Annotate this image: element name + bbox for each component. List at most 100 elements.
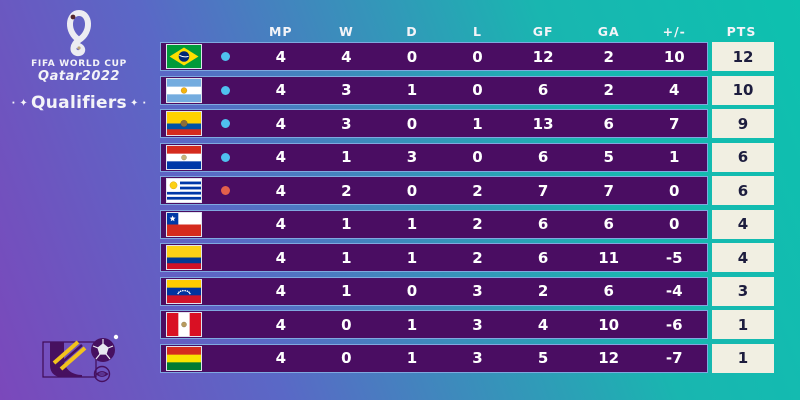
stat-w: 1	[341, 148, 352, 166]
flag-colombia-icon	[166, 245, 202, 270]
qualification-dot-cell	[202, 152, 248, 162]
table-header-columns: MP W D L GF GA +/-	[248, 24, 707, 39]
stat-gf: 2	[537, 282, 549, 300]
points-cell: 10	[712, 75, 774, 105]
stats-cells: 4 1 1 2 6 11 -5	[248, 244, 707, 271]
stats-cells: 4 3 0 1 13 6 7	[248, 110, 707, 137]
stat-gf: 7	[537, 181, 549, 200]
stat-d: 1	[406, 315, 418, 334]
stat-ga: 10	[598, 315, 620, 334]
table-header: MP W D L GF GA +/- PTS	[160, 22, 776, 40]
stat-gd: -5	[665, 248, 683, 267]
column-header-mp: MP	[268, 23, 293, 39]
stat-mp: 4	[275, 215, 286, 233]
stat-l: 2	[472, 181, 483, 200]
stat-gd: -7	[665, 349, 683, 367]
stat-w: 0	[341, 315, 352, 334]
points-cell: 6	[712, 142, 774, 172]
stats-cells: 4 4 0 0 12 2 10	[248, 43, 707, 70]
stat-d: 0	[406, 47, 418, 66]
stat-mp: 4	[275, 248, 286, 267]
column-header-gf: GF	[532, 23, 554, 39]
points-cell: 6	[712, 176, 774, 205]
table-row-uruguay: 4 2 0 2 7 7 0 6	[160, 176, 776, 205]
stat-l: 3	[472, 315, 483, 334]
qualification-dot-cell	[202, 52, 248, 61]
table-row-chile: 4 1 1 2 6 6 0 4	[160, 209, 776, 239]
stat-mp: 4	[275, 181, 286, 200]
stat-w: 4	[341, 47, 352, 66]
qualifiers-title: · ✦ Qualifiers ✦ ·	[0, 93, 158, 113]
stat-mp: 4	[275, 114, 286, 133]
column-header-ga: GA	[597, 23, 620, 39]
qualification-dot	[220, 85, 230, 95]
stat-l: 0	[472, 148, 483, 166]
stat-gd: -6	[665, 315, 683, 334]
flag-venezuela-icon	[166, 278, 202, 304]
stat-gd: 0	[669, 181, 680, 200]
qualifiers-label: Qualifiers	[31, 93, 127, 113]
table-row-brazil: 4 4 0 0 12 2 10 12	[160, 42, 776, 71]
table-rows: 4 4 0 0 12 2 10 12 4 3 1 0 6 2 4 10 4 3 0 1 13 6 7 9 4 1 3 0 6 5 1 6 4 2 0…	[160, 42, 776, 373]
decor-diamond-left: · ✦	[11, 98, 29, 109]
stat-d: 0	[406, 114, 418, 133]
qualification-dot	[220, 119, 230, 128]
row-main: 4 0 1 3 5 12 -7	[160, 343, 708, 373]
stat-gd: 4	[669, 81, 680, 99]
stat-w: 1	[341, 282, 352, 300]
row-main: 4 1 3 0 6 5 1	[160, 142, 708, 172]
stat-l: 1	[472, 114, 483, 133]
stat-gf: 12	[532, 47, 554, 66]
flag-peru-icon	[166, 312, 202, 337]
column-header-pts: PTS	[726, 23, 757, 39]
stat-w: 2	[341, 181, 352, 200]
stat-ga: 2	[603, 47, 614, 66]
stat-d: 0	[406, 282, 418, 300]
qualification-dot-cell	[202, 119, 248, 128]
row-main: 4 4 0 0 12 2 10	[160, 42, 708, 71]
stat-d: 1	[406, 81, 418, 99]
points-cell: 3	[712, 276, 774, 306]
stat-ga: 11	[598, 248, 620, 267]
stat-l: 0	[472, 81, 483, 99]
qualification-dot	[220, 52, 230, 61]
stat-ga: 6	[603, 215, 614, 233]
stat-gd: 7	[669, 114, 680, 133]
column-header-gd: +/-	[662, 23, 686, 39]
stat-ga: 12	[598, 349, 620, 367]
qualification-dot	[220, 186, 230, 195]
stat-ga: 2	[603, 81, 614, 99]
row-main: 4 0 1 3 4 10 -6	[160, 310, 708, 339]
stats-cells: 4 1 3 0 6 5 1	[248, 144, 707, 171]
stats-cells: 4 1 0 3 2 6 -4	[248, 278, 707, 305]
points-cell: 1	[712, 310, 774, 339]
qualification-dot-cell	[202, 186, 248, 195]
flag-bolivia-icon	[166, 345, 202, 371]
stat-ga: 6	[603, 114, 614, 133]
qatar-2022-pattern-graphic	[42, 334, 119, 383]
points-cell: 4	[712, 209, 774, 239]
stat-l: 3	[472, 282, 483, 300]
stat-l: 2	[472, 215, 483, 233]
stats-cells: 4 1 1 2 6 6 0	[248, 211, 707, 238]
qualification-dot	[220, 152, 230, 162]
stat-d: 0	[406, 181, 418, 200]
stat-mp: 4	[275, 148, 286, 166]
table-row-ecuador: 4 3 0 1 13 6 7 9	[160, 109, 776, 138]
stat-mp: 4	[275, 81, 286, 99]
table-row-bolivia: 4 0 1 3 5 12 -7 1	[160, 343, 776, 373]
standings-table: MP W D L GF GA +/- PTS 4 4 0 0 12 2 10 12 4 3 1 0 6 2 4 10 4 3 0…	[160, 22, 776, 377]
stat-ga: 5	[603, 148, 614, 166]
stats-cells: 4 0 1 3 4 10 -6	[248, 311, 707, 338]
stat-mp: 4	[275, 349, 286, 367]
table-row-paraguay: 4 1 3 0 6 5 1 6	[160, 142, 776, 172]
flag-brazil-icon	[166, 44, 202, 69]
stat-gd: -4	[665, 282, 683, 300]
points-cell: 12	[712, 42, 774, 71]
stat-d: 3	[406, 148, 418, 166]
stat-ga: 6	[603, 282, 614, 300]
stat-mp: 4	[275, 47, 286, 66]
row-main: 4 2 0 2 7 7 0	[160, 176, 708, 205]
stat-d: 1	[406, 248, 418, 267]
